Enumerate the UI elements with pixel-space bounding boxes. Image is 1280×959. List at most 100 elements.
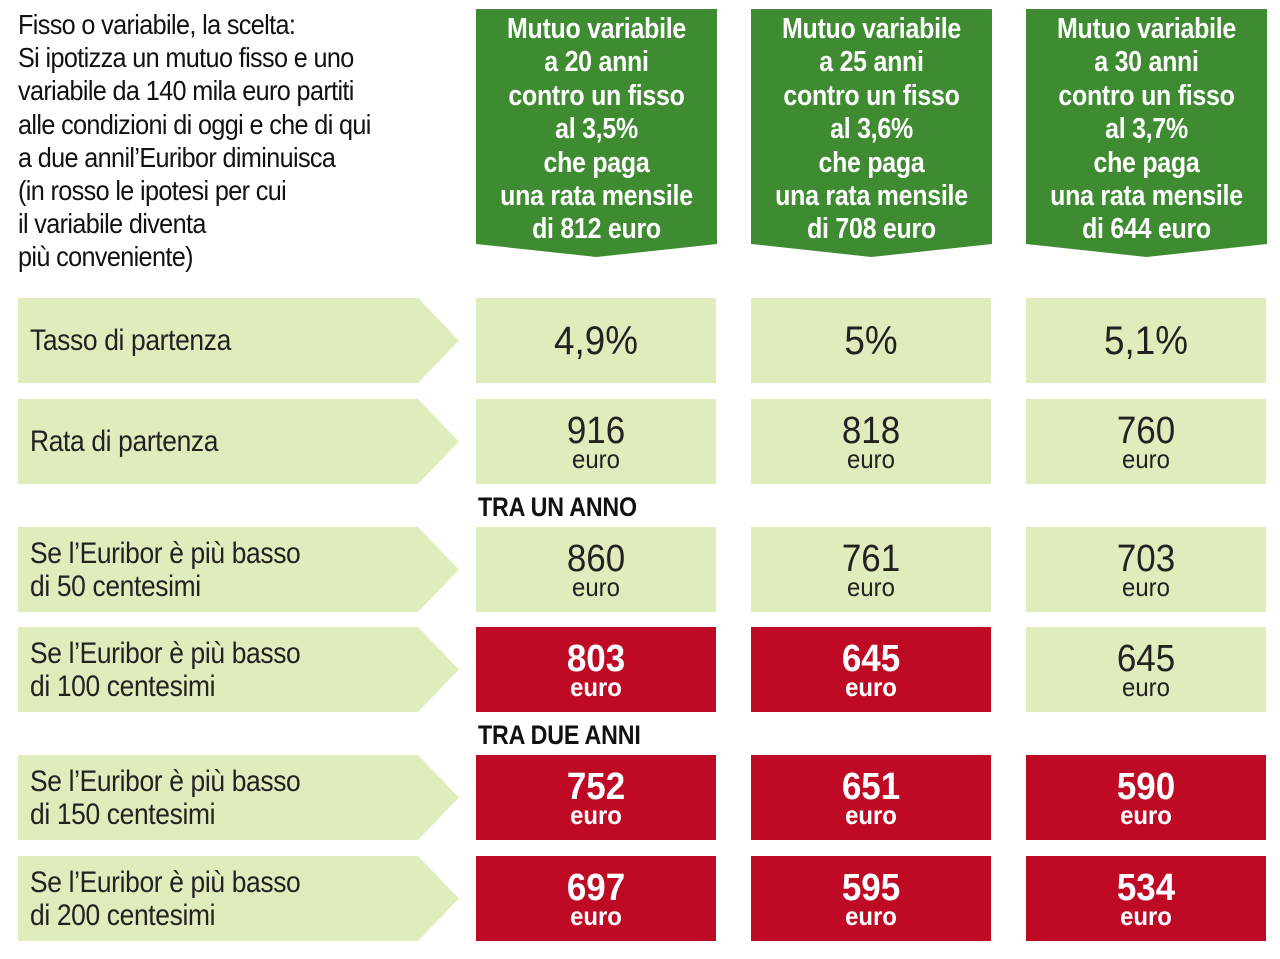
row-label-tasso-di-partenza: Tasso di partenza (18, 298, 459, 383)
cell-value: 916 (566, 409, 626, 452)
row-label-line: Se l’Euribor è più basso (30, 536, 301, 570)
row-label-line: Tasso di partenza (30, 324, 231, 357)
cell-value: 651 (841, 765, 901, 808)
column-header-line: Mutuo variabile (781, 13, 962, 45)
section-title-tra-un-anno: TRA UN ANNO (478, 492, 637, 522)
cell-unit: euro (845, 799, 897, 830)
cell-unit: euro (1120, 900, 1172, 931)
cell-unit: euro (572, 571, 620, 602)
cell-unit: euro (570, 799, 622, 830)
row-label-line: di 50 centesimi (30, 569, 201, 603)
row-label-euribor-50: Se l’Euribor è più basso di 50 centesimi (18, 527, 459, 612)
table-cell: 645 euro (751, 627, 991, 712)
row-label-line: Se l’Euribor è più basso (30, 865, 301, 899)
table-cell: 760 euro (1026, 399, 1266, 484)
column-header-line: al 3,5% (555, 113, 638, 146)
cell-unit: euro (845, 671, 897, 702)
cell-unit: euro (847, 443, 895, 474)
column-header-line: al 3,7% (1105, 113, 1188, 146)
table-cell: 703 euro (1026, 527, 1266, 612)
intro-line: Si ipotizza un mutuo fisso e uno (18, 42, 354, 74)
column-header-line: che paga (543, 146, 650, 179)
column-header-line: di 708 euro (807, 213, 936, 246)
row-label-line: Se l’Euribor è più basso (30, 764, 301, 798)
intro-line: alle condizioni di oggi e che di qui (18, 108, 371, 140)
table-cell: 534 euro (1026, 856, 1266, 941)
intro-text: Fisso o variabile, la scelta: Si ipotizz… (18, 8, 414, 274)
column-header-line: a 25 anni (819, 46, 924, 79)
column-header-line: che paga (818, 146, 925, 179)
intro-line: variabile da 140 mila euro partiti (18, 75, 354, 107)
intro-line: più conveniente) (18, 241, 193, 273)
row-label-rata-di-partenza: Rata di partenza (18, 399, 459, 484)
cell-value: 5% (844, 318, 898, 363)
cell-value: 4,9% (554, 318, 638, 363)
cell-value: 697 (566, 866, 626, 909)
column-header-line: che paga (1093, 146, 1200, 179)
table-cell: 651 euro (751, 755, 991, 840)
row-label-line: di 100 centesimi (30, 669, 216, 703)
table-cell: 860 euro (476, 527, 716, 612)
cell-value: 752 (566, 765, 626, 808)
row-label-line: Rata di partenza (30, 425, 219, 458)
column-header-line: una rata mensile (500, 180, 693, 213)
row-label-euribor-150: Se l’Euribor è più basso di 150 centesim… (18, 755, 459, 840)
table-cell: 595 euro (751, 856, 991, 941)
intro-line: il variabile diventa (18, 208, 206, 240)
cell-value: 860 (566, 537, 626, 580)
column-header-line: una rata mensile (1050, 180, 1243, 213)
column-header-20-anni: Mutuo variabile a 20 anni contro un fiss… (476, 9, 717, 257)
column-header-line: contro un fisso (1058, 79, 1235, 112)
cell-value: 760 (1116, 409, 1176, 452)
table-cell: 4,9% (476, 298, 716, 383)
cell-value: 703 (1116, 537, 1176, 580)
cell-unit: euro (570, 671, 622, 702)
intro-line: a due annil’Euribor diminuisca (18, 141, 336, 173)
intro-line: (in rosso le ipotesi per cui (18, 175, 287, 207)
table-cell: 818 euro (751, 399, 991, 484)
cell-unit: euro (1122, 671, 1170, 702)
column-header-line: contro un fisso (783, 79, 960, 112)
cell-value: 5,1% (1104, 318, 1188, 363)
row-label-line: di 200 centesimi (30, 898, 216, 932)
cell-value: 645 (841, 637, 901, 680)
column-header-line: al 3,6% (830, 113, 913, 146)
cell-value: 761 (841, 537, 901, 580)
cell-value: 818 (841, 409, 901, 452)
row-label-euribor-200: Se l’Euribor è più basso di 200 centesim… (18, 856, 459, 941)
table-cell: 761 euro (751, 527, 991, 612)
cell-unit: euro (845, 900, 897, 931)
table-cell: 590 euro (1026, 755, 1266, 840)
table-cell: 5% (751, 298, 991, 383)
column-header-line: di 644 euro (1082, 213, 1211, 246)
row-label-line: di 150 centesimi (30, 797, 216, 831)
column-header-line: a 30 anni (1094, 46, 1199, 79)
column-header-line: contro un fisso (508, 79, 685, 112)
intro-line: Fisso o variabile, la scelta: (18, 9, 296, 40)
cell-unit: euro (572, 443, 620, 474)
section-title-tra-due-anni: TRA DUE ANNI (478, 720, 641, 750)
column-header-line: una rata mensile (775, 180, 968, 213)
cell-value: 595 (841, 866, 901, 909)
column-header-line: Mutuo variabile (506, 13, 687, 45)
column-header-25-anni: Mutuo variabile a 25 anni contro un fiss… (751, 9, 992, 257)
cell-unit: euro (570, 900, 622, 931)
column-header-line: di 812 euro (532, 213, 661, 246)
cell-unit: euro (1120, 799, 1172, 830)
table-cell: 803 euro (476, 627, 716, 712)
column-header-line: a 20 anni (544, 46, 649, 79)
table-cell: 752 euro (476, 755, 716, 840)
cell-value: 803 (566, 637, 626, 680)
cell-value: 590 (1116, 765, 1176, 808)
row-label-euribor-100: Se l’Euribor è più basso di 100 centesim… (18, 627, 459, 712)
column-header-30-anni: Mutuo variabile a 30 anni contro un fiss… (1026, 9, 1267, 257)
cell-unit: euro (1122, 571, 1170, 602)
cell-value: 645 (1116, 637, 1176, 680)
table-cell: 5,1% (1026, 298, 1266, 383)
table-cell: 697 euro (476, 856, 716, 941)
table-cell: 645 euro (1026, 627, 1266, 712)
cell-unit: euro (1122, 443, 1170, 474)
row-label-line: Se l’Euribor è più basso (30, 636, 301, 670)
column-header-line: Mutuo variabile (1056, 13, 1237, 45)
table-cell: 916 euro (476, 399, 716, 484)
